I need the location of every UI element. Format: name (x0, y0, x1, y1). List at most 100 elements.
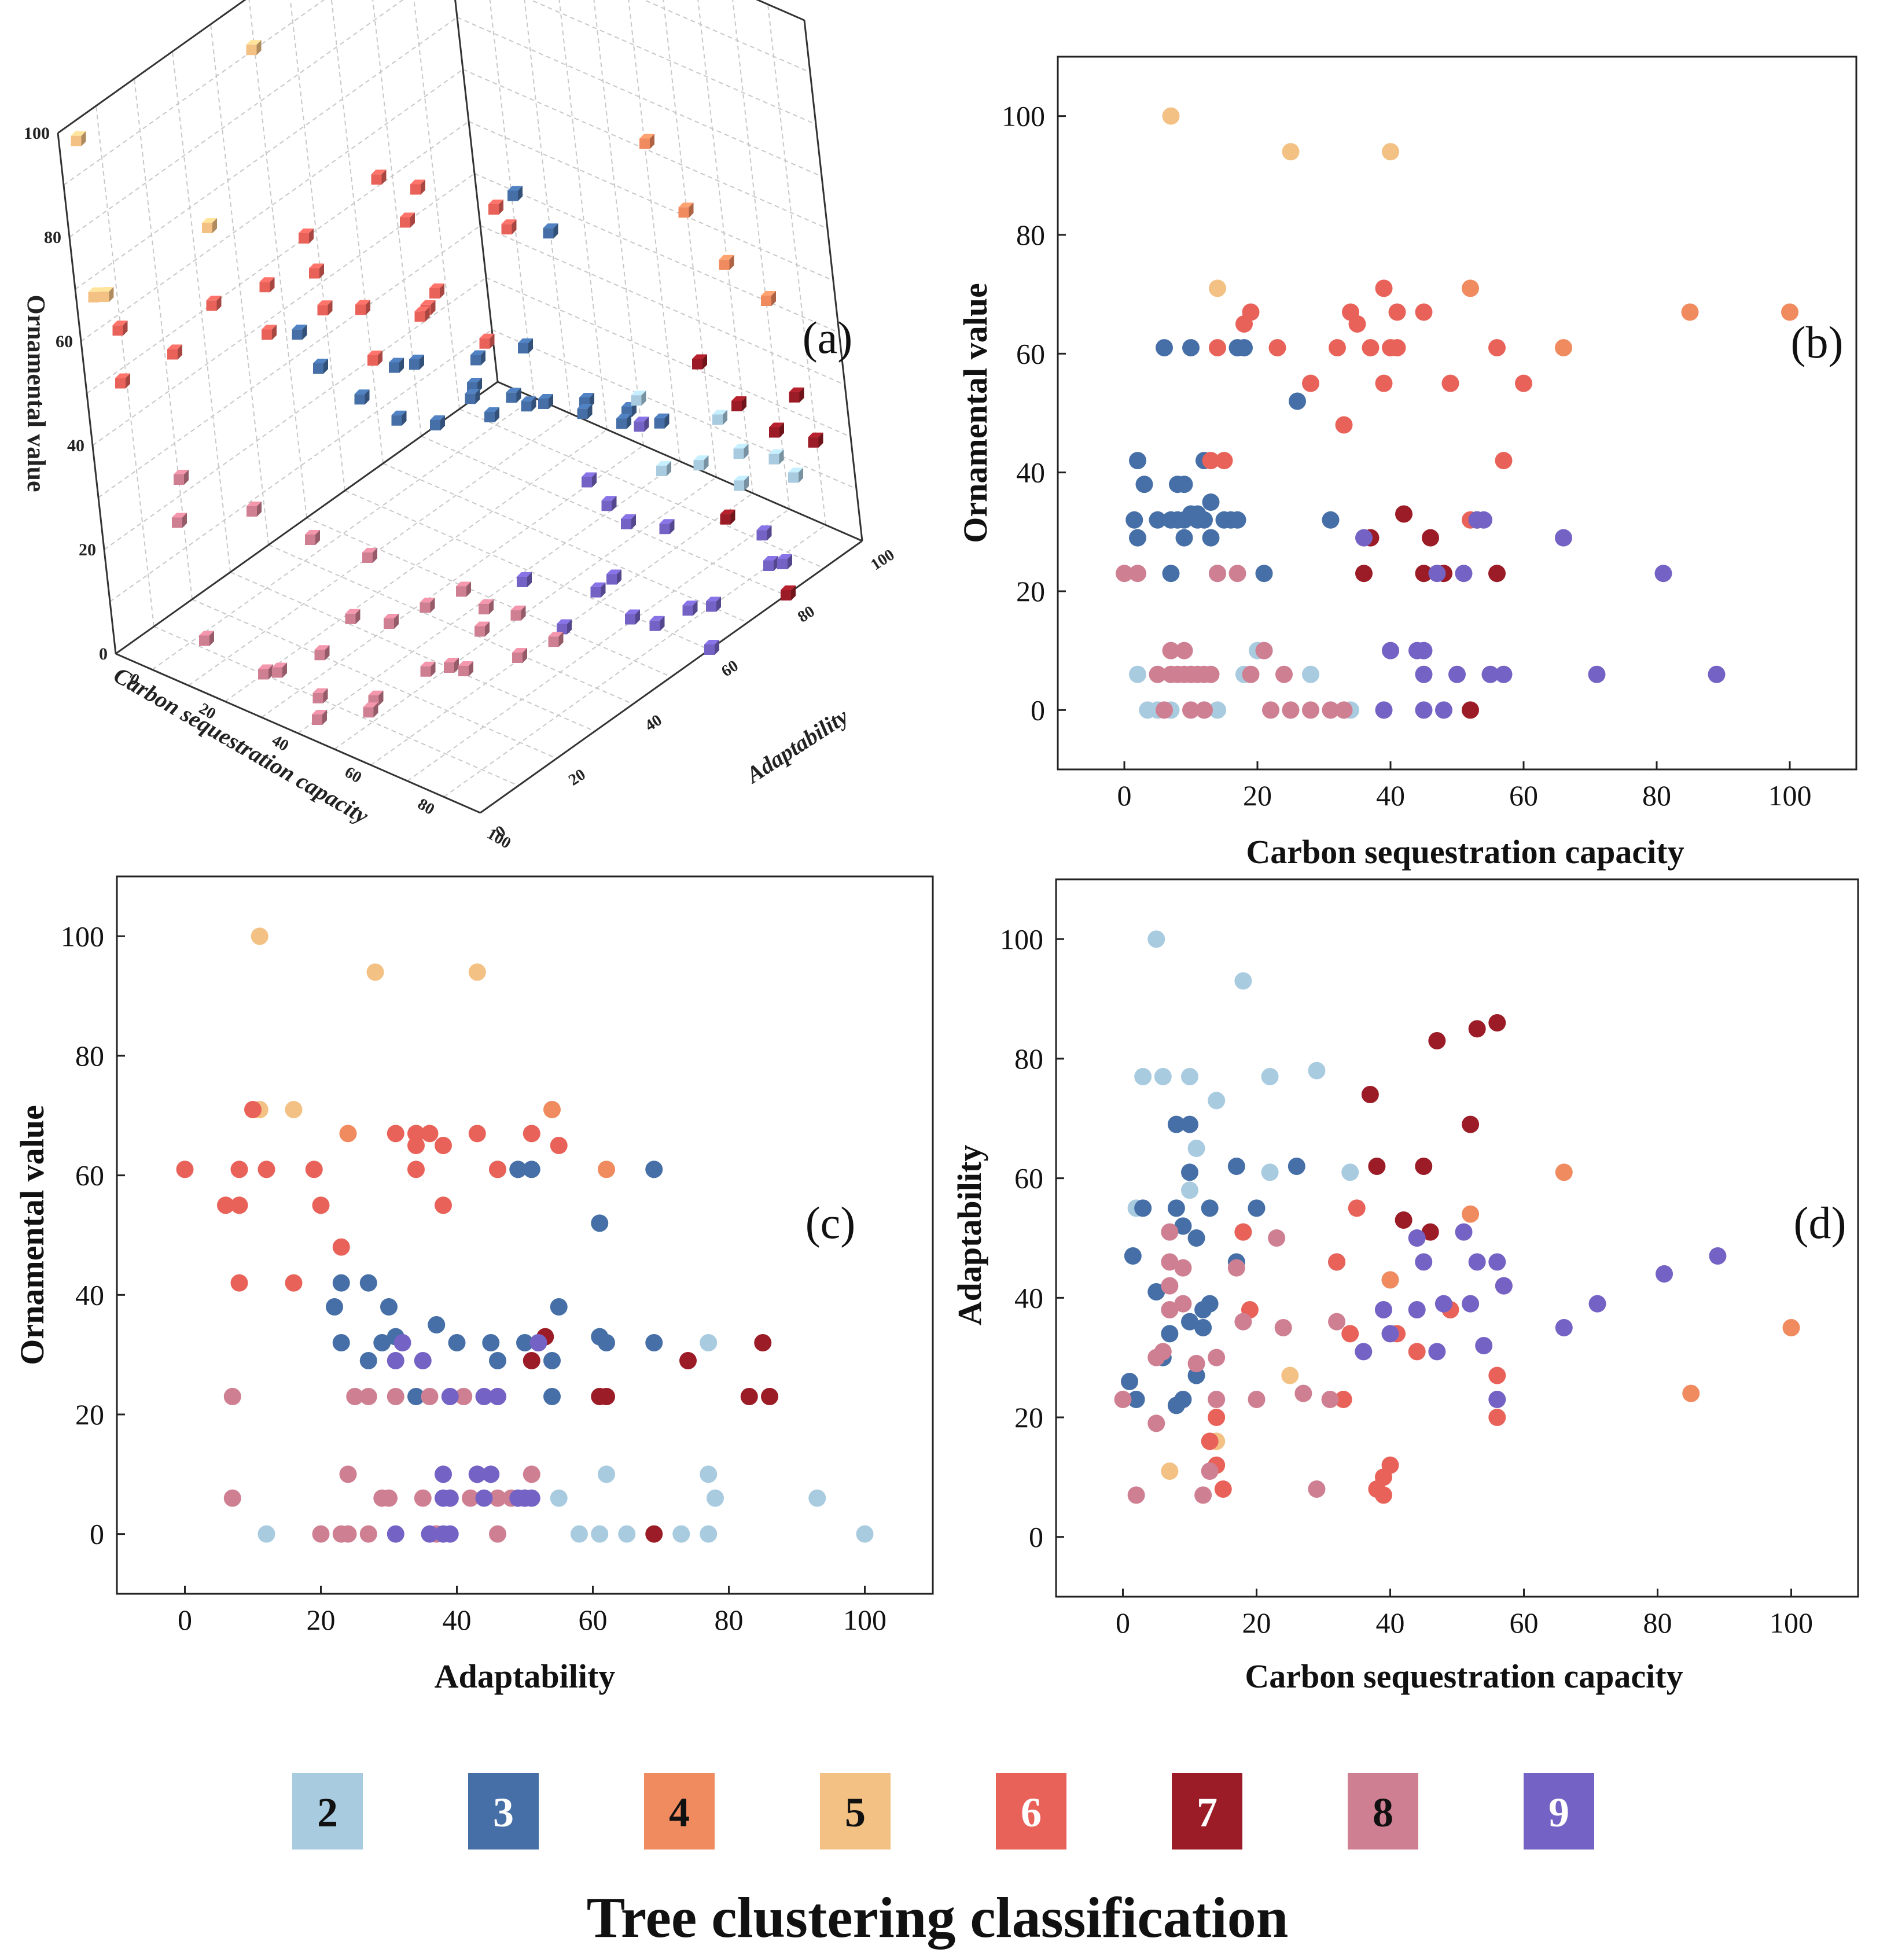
cluster-2-point (1181, 1068, 1198, 1085)
cluster-9-cube (590, 582, 606, 598)
cluster-5-point (1282, 143, 1300, 161)
cluster-6-point (1441, 374, 1459, 392)
cluster-6-point (258, 1160, 275, 1178)
cluster-3-point (1288, 1158, 1305, 1175)
cluster-6-point (1328, 1253, 1346, 1271)
y-tick-label: 0 (1029, 1521, 1043, 1553)
cluster-4-point (1682, 1384, 1700, 1402)
cluster-9-cube (625, 609, 640, 625)
cluster-3-point (1135, 476, 1153, 493)
cluster-3-point (359, 1274, 377, 1292)
wall-grid-line (489, 0, 535, 398)
cluster-3-point (1125, 511, 1143, 529)
cluster-8-point (1208, 1349, 1226, 1366)
cluster-8-point (489, 1489, 506, 1507)
panel-c-x-label: Adaptability (435, 1657, 616, 1695)
cluster-9-point (1495, 665, 1513, 683)
cluster-8-point (1129, 565, 1146, 583)
wall-grid-line (75, 17, 458, 290)
cluster-6-point (1242, 303, 1260, 321)
cluster-6-point (435, 1137, 452, 1154)
cluster-7-point (1395, 505, 1413, 523)
cluster-9-point (1455, 565, 1473, 583)
legend-label: 3 (493, 1789, 514, 1836)
cluster-8-cube (345, 609, 361, 624)
cluster-8-cube (312, 688, 328, 703)
cluster-8-point (1234, 1313, 1252, 1331)
cluster-8-cube (548, 632, 564, 647)
cluster-8-point (1242, 665, 1260, 683)
cluster-8-point (223, 1489, 241, 1507)
x-tick-label: 80 (1642, 779, 1671, 812)
cluster-4-point (1681, 303, 1699, 321)
wall-grid-line (330, 0, 384, 464)
cluster-6-point (1302, 374, 1319, 392)
cluster-6-point (1408, 1343, 1426, 1361)
y-tick-label: 60 (1014, 1162, 1043, 1195)
cluster-7-cube (720, 509, 735, 525)
cluster-6-point (1268, 339, 1286, 357)
cluster-6-point (1375, 279, 1393, 297)
panel-a-axes (57, 0, 863, 814)
cluster-2-point (1134, 1068, 1152, 1085)
wall-grid-line (593, 0, 644, 446)
cluster-8-point (1196, 701, 1213, 719)
cluster-5-point (1161, 1462, 1179, 1480)
cluster-9-cube (582, 472, 597, 488)
cluster-2-point (258, 1525, 275, 1543)
cluster-6-point (1208, 1409, 1226, 1426)
legend-label: 9 (1548, 1789, 1569, 1836)
cluster-6-point (305, 1160, 323, 1178)
cluster-3-cube (506, 388, 521, 403)
cluster-4-point (1462, 1205, 1480, 1223)
panel-d-frame (1055, 878, 1859, 1598)
cluster-3-cube (292, 325, 307, 340)
cluster-3-point (1228, 511, 1246, 529)
cluster-3-point (407, 1388, 425, 1405)
cluster-3-cube (521, 396, 536, 412)
cluster-8-cube (384, 614, 399, 629)
cluster-2-point (1129, 665, 1146, 683)
cluster-3-point (1181, 1115, 1198, 1133)
cluster-8-cube (174, 470, 189, 485)
legend-item-7: 7 (1172, 1773, 1242, 1850)
cluster-6-point (1488, 1366, 1506, 1384)
cluster-3-point (1121, 1373, 1139, 1390)
cluster-2-point (550, 1489, 568, 1507)
cluster-3-point (1201, 1295, 1219, 1313)
cluster-6-point (230, 1196, 248, 1214)
cluster-3-cube (484, 407, 499, 422)
cluster-3-cube (518, 338, 533, 353)
panel-d-y-label: Adaptability (951, 1145, 988, 1326)
cluster-6-cube (414, 307, 430, 322)
cluster-2-cube (768, 449, 784, 465)
cluster-3-point (1202, 493, 1220, 511)
cluster-8-cube (479, 599, 494, 614)
cluster-9-point (1381, 1325, 1399, 1343)
cluster-9-point (1415, 665, 1433, 683)
y-tick-label: 60 (1016, 337, 1045, 370)
cluster-7-point (1415, 1158, 1433, 1175)
cluster-3-cube (507, 186, 523, 201)
cluster-2-point (1154, 1068, 1172, 1085)
cluster-2-point (707, 1489, 724, 1507)
cluster-9-point (1428, 565, 1446, 583)
wall-grid-line (468, 121, 834, 281)
cluster-9-cube (621, 514, 636, 529)
floor-grid-line (334, 477, 717, 750)
cluster-8-point (359, 1388, 377, 1405)
cluster-9-point (1708, 665, 1726, 683)
cluster-8-point (1116, 565, 1133, 583)
cluster-8-point (414, 1489, 432, 1507)
y-tick-label: 20 (1016, 575, 1045, 607)
cluster-2-point (598, 1465, 615, 1483)
cluster-8-point (1294, 1384, 1312, 1402)
wall-grid-line (69, 0, 404, 238)
x-tick-label: 100 (1768, 779, 1812, 812)
cluster-8-point (1175, 642, 1193, 660)
cluster-2-point (1261, 1068, 1279, 1085)
cluster-6-point (468, 1125, 486, 1143)
cluster-3-point (1187, 1229, 1205, 1247)
wall-grid-line (372, 0, 422, 437)
